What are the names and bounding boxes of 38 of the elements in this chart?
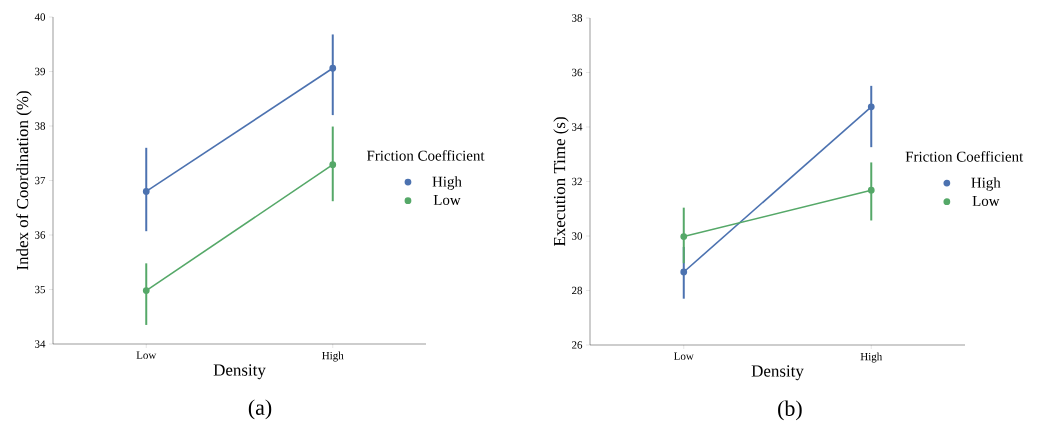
y-tick-label: 38 (35, 122, 46, 130)
legend-label: High (971, 177, 1001, 191)
y-tick-label: 32 (572, 177, 582, 186)
x-tick-label: Low (674, 352, 694, 360)
y-tick-label: 36 (35, 231, 46, 239)
point (867, 103, 875, 111)
y-tick-label: 38 (572, 14, 583, 22)
x-axis-title: Density (751, 365, 804, 381)
point (329, 161, 337, 169)
point (142, 287, 150, 294)
point (680, 268, 688, 276)
y-tick-label: 34 (35, 340, 46, 348)
text: (a) (248, 399, 272, 420)
legend-title: Friction Coefficient (366, 150, 485, 161)
text: (b) (778, 400, 802, 421)
y-tick-label: 28 (572, 286, 583, 295)
x-tick-label: Low (136, 351, 157, 359)
y-tick-label: 30 (572, 232, 583, 240)
y-tick-label: 36 (572, 68, 583, 77)
y-tick-label: 34 (572, 123, 583, 131)
x-axis-title: Density (213, 364, 266, 380)
y-tick-label: 40 (34, 13, 46, 21)
legend-title: Friction Coefficient (905, 151, 1024, 162)
y-tick-label: 39 (35, 67, 46, 76)
x-tick-label: High (860, 352, 883, 363)
point (680, 233, 688, 240)
y-tick-label: 35 (35, 285, 46, 294)
legend-label: High (432, 176, 462, 190)
y-tick-label: 37 (35, 176, 46, 185)
y-tick-label: 26 (572, 341, 583, 349)
y-axis-title: Execution Time (s) (553, 117, 569, 247)
legend-label: Low (433, 195, 461, 205)
point (867, 186, 875, 194)
y-axis-title: Index of Coordination (%) (16, 91, 32, 270)
legend-label: Low (972, 196, 1000, 206)
x-tick-label: High (322, 351, 344, 362)
point (329, 64, 337, 72)
point (142, 188, 150, 195)
